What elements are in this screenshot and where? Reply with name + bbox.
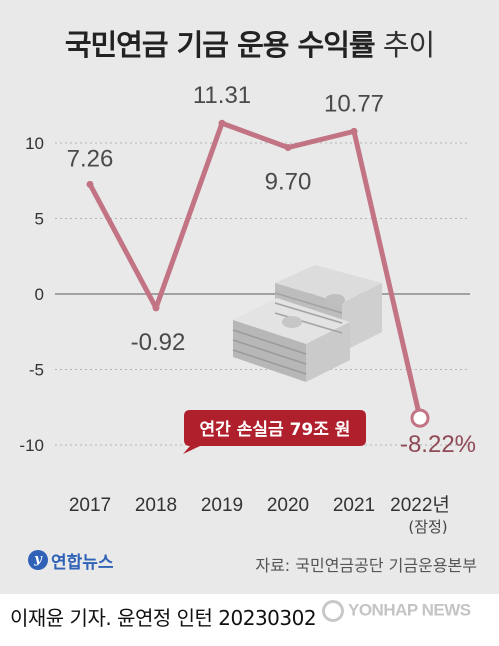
data-label: 10.77 (324, 90, 384, 117)
x-tick-label: 2018 (135, 495, 177, 516)
yonhap-logo: y 연합뉴스 (28, 546, 114, 574)
data-point (410, 408, 430, 428)
byline: 이재윤 기자. 윤연정 인턴 20230302 (10, 606, 317, 630)
footer-bar (0, 594, 499, 646)
data-label: 9.70 (265, 169, 312, 196)
chart-panel (0, 0, 499, 594)
data-label: 7.26 (67, 145, 114, 172)
series-line (87, 120, 423, 421)
logo-text: 연합뉴스 (51, 552, 114, 573)
data-point (218, 119, 226, 127)
money-stack-icon (232, 265, 382, 382)
x-tick-label: 2022년 (390, 494, 450, 516)
data-point (350, 127, 358, 135)
x-tick-label: 2019 (201, 495, 243, 516)
data-label: -8.22% (400, 431, 476, 458)
data-label: 11.31 (193, 82, 251, 109)
watermark-text: YONHAP NEWS (348, 600, 471, 620)
title-light: 추이 (382, 28, 435, 62)
watermark-logo-icon (322, 600, 344, 622)
y-tick-label: 5 (35, 210, 44, 229)
chart-title: 국민연금 기금 운용 수익률 추이 (0, 22, 499, 64)
data-point (284, 144, 292, 152)
logo-mark: y (28, 550, 48, 570)
data-point (86, 180, 94, 188)
x-tick-label: 2021 (333, 495, 375, 516)
callout-text: 연간 손실금 79조 원 (200, 420, 351, 440)
x-tick-sublabel: (잠정) (408, 518, 447, 536)
y-tick-label: 10 (25, 134, 44, 153)
source-text: 자료: 국민연금공단 기금운용본부 (255, 556, 477, 575)
data-label: -0.92 (131, 329, 186, 356)
y-tick-label: -10 (19, 436, 44, 455)
data-point (152, 304, 160, 312)
watermark: YONHAP NEWS (322, 600, 471, 622)
x-tick-label: 2017 (69, 495, 111, 516)
loss-callout: 연간 손실금 79조 원 (183, 410, 366, 454)
y-tick-label: 0 (35, 285, 44, 304)
y-tick-label: -5 (29, 361, 44, 380)
title-bold: 국민연금 기금 운용 수익률 (64, 28, 376, 62)
x-tick-label: 2020 (267, 495, 309, 516)
